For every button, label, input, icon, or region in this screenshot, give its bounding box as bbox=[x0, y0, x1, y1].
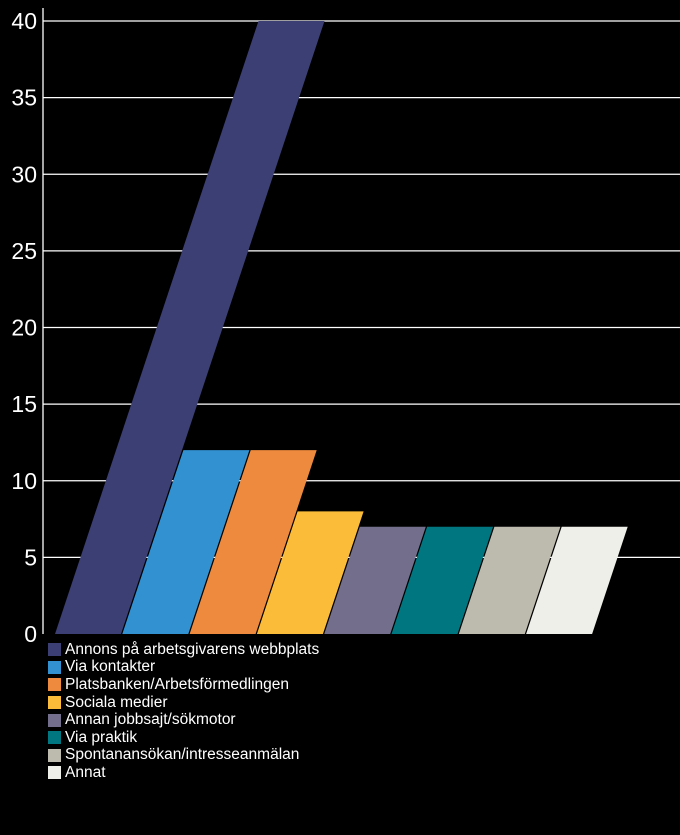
y-tick-label: 20 bbox=[11, 315, 37, 341]
legend-swatch bbox=[48, 714, 61, 727]
legend-swatch bbox=[48, 766, 61, 779]
legend-label: Sociala medier bbox=[65, 694, 168, 712]
legend-item: Via kontakter bbox=[48, 659, 319, 677]
legend-label: Annan jobbsajt/sökmotor bbox=[65, 711, 236, 729]
y-tick-label: 30 bbox=[11, 161, 37, 187]
legend-swatch bbox=[48, 643, 61, 656]
y-tick-label: 35 bbox=[11, 85, 37, 111]
legend-swatch bbox=[48, 661, 61, 674]
legend-label: Annat bbox=[65, 764, 106, 782]
y-tick-label: 10 bbox=[11, 468, 37, 494]
legend: Annons på arbetsgivarens webbplats Via ko… bbox=[48, 641, 319, 782]
legend-swatch bbox=[48, 696, 61, 709]
legend-swatch bbox=[48, 731, 61, 744]
y-tick-label: 5 bbox=[24, 544, 37, 570]
legend-item: Sociala medier bbox=[48, 694, 319, 712]
legend-label: Via kontakter bbox=[65, 658, 155, 676]
legend-swatch bbox=[48, 678, 61, 691]
legend-item: Via praktik bbox=[48, 729, 319, 747]
legend-item: Spontanansökan/intresseanmälan bbox=[48, 747, 319, 765]
y-tick-label: 25 bbox=[11, 238, 37, 264]
legend-item: Annan jobbsajt/sökmotor bbox=[48, 711, 319, 729]
y-axis-ticks: 0 5 10 15 20 25 30 35 40 bbox=[11, 8, 37, 647]
legend-swatch bbox=[48, 749, 61, 762]
legend-label: Platsbanken/Arbetsförmedlingen bbox=[65, 676, 289, 694]
legend-item: Platsbanken/Arbetsförmedlingen bbox=[48, 676, 319, 694]
legend-label: Via praktik bbox=[65, 729, 137, 747]
legend-label: Annons på arbetsgivarens webbplats bbox=[65, 641, 319, 659]
legend-item: Annons på arbetsgivarens webbplats bbox=[48, 641, 319, 659]
y-tick-label: 40 bbox=[11, 8, 37, 34]
legend-item: Annat bbox=[48, 764, 319, 782]
chart-plot: 0 5 10 15 20 25 30 35 40 bbox=[0, 0, 680, 650]
y-tick-label: 0 bbox=[24, 621, 37, 647]
legend-label: Spontanansökan/intresseanmälan bbox=[65, 746, 299, 764]
y-tick-label: 15 bbox=[11, 391, 37, 417]
